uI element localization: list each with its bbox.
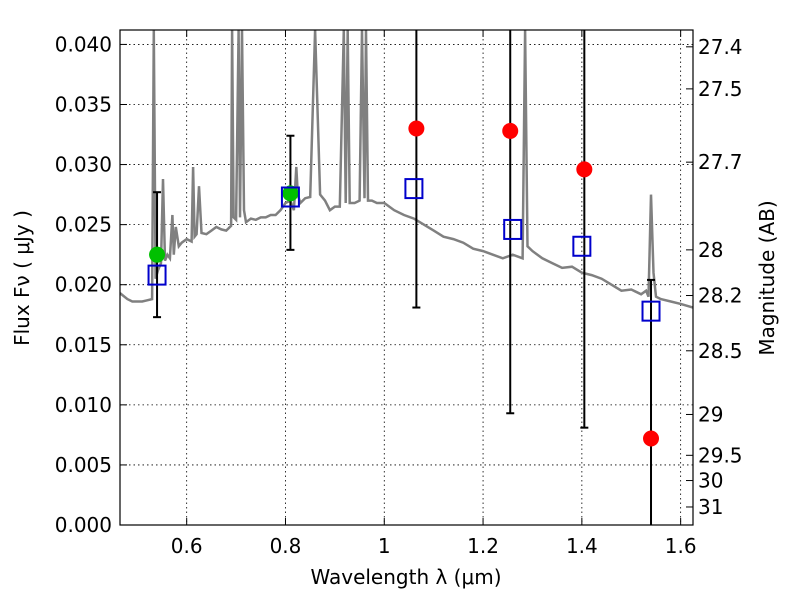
model-photometry-square: [641, 300, 661, 322]
axis-ticks: 0.6 0.8 1 1.2 1.4 1.6 0.000 0.005 0.010 0.015 0.02…: [55, 30, 743, 558]
plot-area: [120, 30, 693, 525]
x-tick-label: 0.8: [270, 534, 302, 558]
plot-frame: [119, 29, 694, 526]
y2-tick-label: 29: [698, 402, 723, 426]
observed-point-green: [282, 185, 299, 202]
y-tick-label: 0.040: [55, 32, 112, 56]
data-markers: [147, 120, 661, 447]
y2-tick-label: 28.2: [698, 284, 743, 308]
x-axis-label: Wavelength λ (μm): [310, 565, 501, 589]
observed-point-red: [408, 120, 425, 137]
x-tick-label: 1: [378, 534, 391, 558]
grid-lines: [120, 30, 693, 526]
y-tick-label: 0.020: [55, 273, 112, 297]
x-tick-label: 1.2: [467, 534, 499, 558]
x-tick-label: 0.6: [171, 534, 203, 558]
observed-point-red: [502, 122, 519, 139]
x-tick-label: 1.6: [665, 534, 697, 558]
y-tick-label: 0.015: [55, 333, 112, 357]
model-photometry-square: [503, 218, 523, 240]
model-photometry-square: [404, 178, 424, 200]
model-photometry-square: [280, 186, 300, 208]
y-axis-label: Flux Fν ( μJy ): [10, 210, 34, 346]
model-photometry-square: [572, 235, 592, 257]
observed-point-red: [643, 430, 660, 447]
y-tick-label: 0.025: [55, 213, 112, 237]
y-tick-label: 0.030: [55, 153, 112, 177]
model-photometry-square: [147, 264, 167, 286]
y2-tick-label: 28: [698, 238, 723, 262]
y-tick-label: 0.010: [55, 393, 112, 417]
observed-point-red: [576, 161, 593, 178]
y2-axis-label: Magnitude (AB): [755, 200, 779, 355]
observed-point-green: [149, 246, 166, 263]
y-tick-label: 0.000: [55, 513, 112, 537]
y2-tick-label: 30: [698, 469, 723, 493]
y2-tick-label: 27.7: [698, 150, 743, 174]
y2-tick-label: 31: [698, 495, 723, 519]
y-tick-label: 0.035: [55, 92, 112, 116]
y2-tick-label: 29.5: [698, 443, 743, 467]
y2-tick-label: 27.4: [698, 35, 743, 59]
y2-tick-label: 28.5: [698, 339, 743, 363]
model-spectrum-line: [120, 30, 693, 309]
y2-tick-label: 27.5: [698, 77, 743, 101]
y-tick-label: 0.005: [55, 453, 112, 477]
x-tick-label: 1.4: [566, 534, 598, 558]
